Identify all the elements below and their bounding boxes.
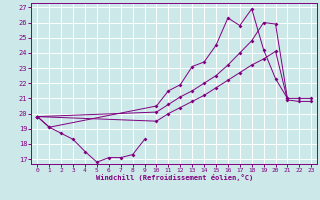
X-axis label: Windchill (Refroidissement éolien,°C): Windchill (Refroidissement éolien,°C) — [96, 174, 253, 181]
